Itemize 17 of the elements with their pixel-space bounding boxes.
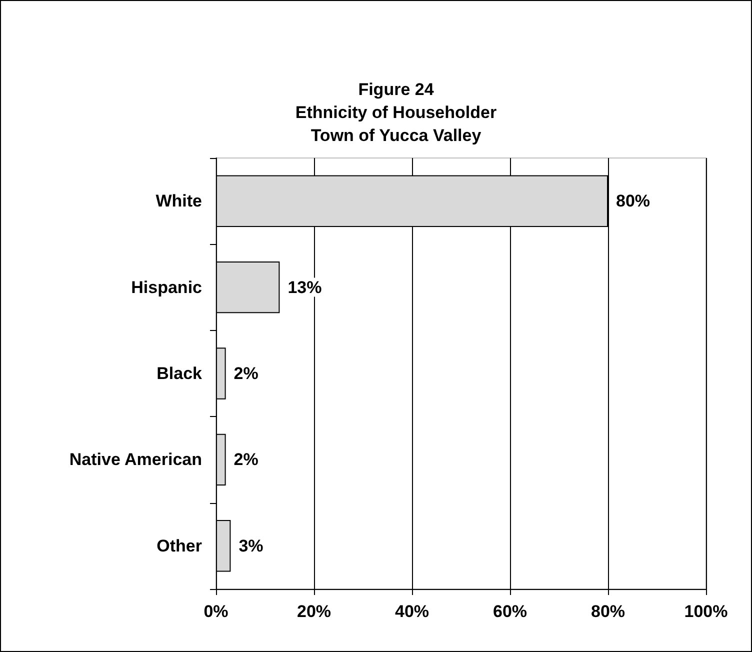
data-label: 2%: [234, 450, 258, 470]
y-tick-label: White: [156, 192, 202, 211]
y-tick-label: Other: [156, 536, 202, 556]
data-label: 13%: [288, 278, 322, 297]
data-label: 2%: [234, 364, 258, 383]
y-tick-label: Native American: [69, 450, 202, 470]
data-label: 80%: [616, 192, 650, 211]
x-tick-label: 100%: [684, 602, 728, 621]
x-tick-label: 40%: [394, 602, 430, 621]
y-tick-label: Hispanic: [131, 278, 202, 297]
x-tick-label: 80%: [590, 602, 626, 621]
x-tick-label: 20%: [296, 602, 332, 621]
data-label: 3%: [238, 536, 264, 556]
y-tick-label: Black: [156, 364, 203, 383]
x-tick-label: 60%: [492, 602, 528, 621]
chart-title: Figure 24 Ethnicity of Householder Town of Yucca Valley: [295, 80, 497, 145]
x-tick-label: 0%: [204, 602, 228, 621]
